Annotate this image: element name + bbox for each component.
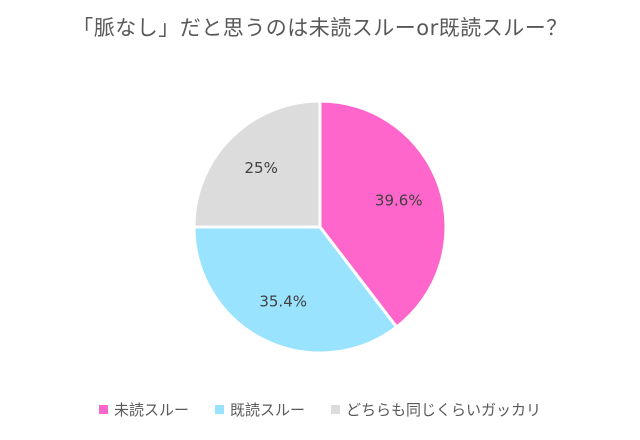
slice-label-both: 25%: [245, 159, 278, 177]
pie-slice-midoku: [318, 99, 448, 329]
chart-title: 「脈なし」だと思うのは未読スルーor既読スルー？: [72, 16, 568, 40]
chart-legend: 未読スルー 既読スルー どちらも同じくらいガッカリ: [0, 399, 640, 420]
legend-item-both: どちらも同じくらいガッカリ: [331, 399, 541, 420]
legend-item-kidoku: 既読スルー: [214, 399, 305, 420]
legend-swatch: [98, 405, 108, 414]
legend-label: 未読スルー: [113, 401, 189, 419]
pie-slice-kidoku: [192, 225, 399, 355]
legend-swatch: [331, 405, 340, 414]
pie-data-labels: 39.6% 35.4% 25%: [245, 159, 423, 310]
legend-swatch: [214, 405, 224, 414]
slice-label-kidoku: 35.4%: [259, 293, 307, 311]
legend-label: どちらも同じくらいガッカリ: [346, 401, 542, 419]
legend-item-midoku: 未読スルー: [98, 399, 189, 420]
slice-label-midoku: 39.6%: [375, 191, 423, 209]
pie-slices: [192, 99, 448, 355]
legend-label: 既読スルー: [229, 401, 305, 419]
pie-slice-both: [192, 99, 322, 229]
